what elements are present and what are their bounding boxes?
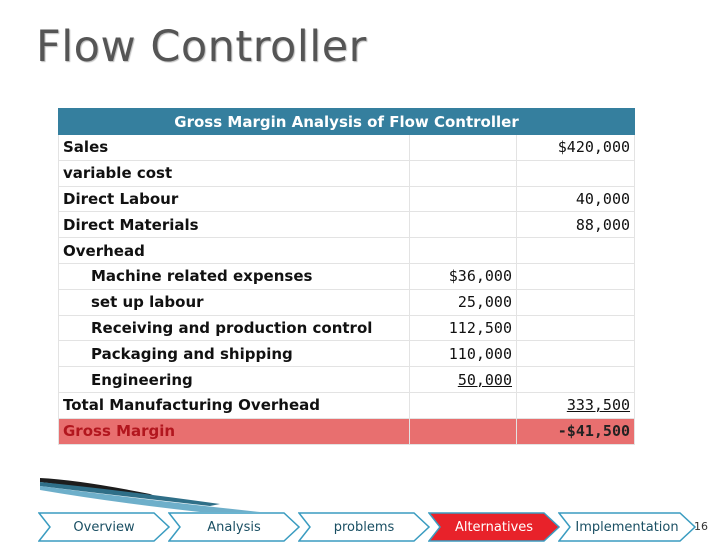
row-label-variable-cost: variable cost xyxy=(58,159,410,187)
row-label-gross-margin: Gross Margin xyxy=(58,417,410,445)
row-mid-machine-expenses: $36,000 xyxy=(409,262,517,290)
nav-label: Alternatives xyxy=(454,519,534,535)
nav-label: Overview xyxy=(73,519,135,535)
row-amount xyxy=(515,340,636,368)
table-row: Direct Labour 40,000 xyxy=(58,185,636,213)
nav-label: problems xyxy=(333,519,395,535)
table-row: Direct Materials 88,000 xyxy=(58,211,636,239)
nav-tab-implementation[interactable]: Implementation xyxy=(558,512,696,542)
row-mid-receiving-production: 112,500 xyxy=(409,314,517,342)
row-amount-direct-labour: 40,000 xyxy=(515,185,636,213)
row-mid-packaging-shipping: 110,000 xyxy=(409,340,517,368)
row-mid xyxy=(409,417,517,445)
nav-chevron-shape xyxy=(38,512,170,542)
row-label-set-up-labour: set up labour xyxy=(58,288,410,316)
row-mid-engineering-cell: 50,000 xyxy=(409,366,517,393)
decorative-swoosh xyxy=(40,478,260,512)
nav-chevron-shape xyxy=(168,512,300,542)
page-number: 16 xyxy=(694,520,708,533)
row-amount-direct-materials: 88,000 xyxy=(515,211,636,239)
row-amount xyxy=(515,159,636,187)
row-amount xyxy=(515,237,636,264)
row-mid xyxy=(409,159,517,187)
row-amount xyxy=(515,314,636,342)
table-row: set up labour 25,000 xyxy=(58,288,636,316)
row-amount-total-overhead: 333,500 xyxy=(566,396,631,415)
nav-chevron-shape xyxy=(298,512,430,542)
nav-chevron-shape xyxy=(428,512,560,542)
row-label-receiving-production: Receiving and production control xyxy=(58,314,410,342)
row-label-engineering: Engineering xyxy=(58,366,410,393)
row-mid-set-up-labour: 25,000 xyxy=(409,288,517,316)
gross-margin-table: Gross Margin Analysis of Flow Controller… xyxy=(57,108,636,445)
table-row: Overhead xyxy=(58,237,636,264)
row-mid xyxy=(409,391,517,419)
row-label-overhead: Overhead xyxy=(58,237,410,264)
row-label-sales: Sales xyxy=(58,134,410,161)
nav-tab-alternatives[interactable]: Alternatives xyxy=(428,512,560,542)
gross-margin-row: Gross Margin -$41,500 xyxy=(58,417,636,445)
nav-label: Analysis xyxy=(207,519,261,535)
row-amount xyxy=(515,366,636,393)
row-label-direct-labour: Direct Labour xyxy=(58,185,410,213)
table-header: Gross Margin Analysis of Flow Controller xyxy=(57,108,636,135)
table-row: variable cost xyxy=(58,159,636,187)
slide-title: Flow Controller xyxy=(36,22,367,72)
row-label-total-overhead: Total Manufacturing Overhead xyxy=(58,391,410,419)
nav-tab-overview[interactable]: Overview xyxy=(38,512,170,542)
row-label-packaging-shipping: Packaging and shipping xyxy=(58,340,410,368)
row-amount-total-overhead-cell: 333,500 xyxy=(515,391,636,419)
row-amount-sales: $420,000 xyxy=(515,134,636,161)
table-row: Engineering 50,000 xyxy=(58,366,636,393)
section-nav: Overview Analysis problems Alternatives … xyxy=(38,512,698,542)
table-row: Machine related expenses $36,000 xyxy=(58,262,636,290)
table-row: Total Manufacturing Overhead 333,500 xyxy=(58,391,636,419)
row-label-direct-materials: Direct Materials xyxy=(58,211,410,239)
nav-tab-analysis[interactable]: Analysis xyxy=(168,512,300,542)
row-mid xyxy=(409,134,517,161)
nav-chevron-shape xyxy=(558,512,696,542)
table-row: Sales $420,000 xyxy=(58,134,636,161)
nav-label: Implementation xyxy=(575,519,679,535)
row-mid xyxy=(409,237,517,264)
row-mid xyxy=(409,211,517,239)
row-amount xyxy=(515,288,636,316)
row-mid-engineering: 50,000 xyxy=(457,370,512,389)
row-amount-gross-margin: -$41,500 xyxy=(515,417,636,445)
row-amount xyxy=(515,262,636,290)
row-label-machine-expenses: Machine related expenses xyxy=(58,262,410,290)
table-row: Receiving and production control 112,500 xyxy=(58,314,636,342)
table-row: Packaging and shipping 110,000 xyxy=(58,340,636,368)
table-header-row: Gross Margin Analysis of Flow Controller xyxy=(57,108,636,135)
nav-tab-problems[interactable]: problems xyxy=(298,512,430,542)
row-mid xyxy=(409,185,517,213)
